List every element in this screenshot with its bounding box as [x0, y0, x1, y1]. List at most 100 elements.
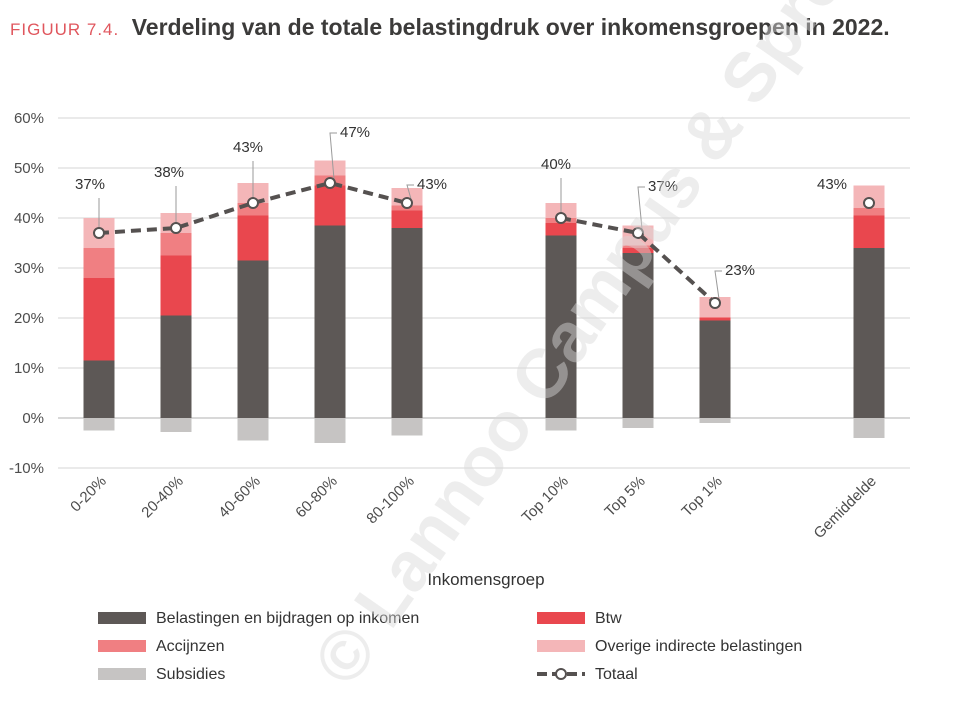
bar-group — [237, 183, 269, 441]
totaal-data-label: 43% — [417, 176, 447, 193]
y-tick-label: -10% — [9, 460, 44, 477]
totaal-data-label: 43% — [233, 139, 263, 156]
bar-segment-btw — [237, 215, 269, 261]
bar-segment-btw — [314, 185, 346, 226]
x-tick-label: Top 5% — [601, 473, 648, 520]
bar-segment-subsidies — [314, 418, 346, 443]
x-tick-label: 0-20% — [67, 473, 110, 516]
bar-segment-subsidies — [83, 418, 115, 431]
bar-segment-accijnzen — [699, 317, 731, 318]
bar-segment-inkomen — [237, 260, 269, 418]
bar-segment-btw — [622, 248, 654, 253]
totaal-marker — [170, 222, 182, 234]
bar-segment-inkomen — [160, 315, 192, 418]
legend-item-accijnzen: Accijnzen — [98, 638, 224, 655]
totaal-data-label: 23% — [725, 262, 755, 279]
legend-item-subsidies: Subsidies — [98, 666, 225, 683]
totaal-leader-line — [637, 186, 645, 230]
totaal-marker — [324, 177, 336, 189]
x-axis-title: Inkomensgroep — [427, 570, 544, 589]
bar-segment-accijnzen — [160, 233, 192, 256]
totaal-marker — [93, 227, 105, 239]
bar-segment-overige — [314, 160, 346, 176]
grid-layer — [58, 117, 910, 469]
totaal-leader-line — [714, 270, 722, 300]
bar-segment-inkomen — [391, 228, 423, 418]
totaal-line — [560, 216, 717, 305]
bar-segment-accijnzen — [853, 208, 885, 216]
figure-title-row: FIGUUR 7.4. Verdeling van de totale bela… — [10, 14, 890, 41]
totaal-marker — [632, 227, 644, 239]
bar-segment-btw — [853, 215, 885, 248]
bar-segment-accijnzen — [83, 248, 115, 278]
legend: Belastingen en bijdragen op inkomen Btw Ac… — [98, 610, 802, 683]
bar-group — [622, 225, 654, 428]
legend-marker-totaal — [555, 668, 567, 680]
bar-group — [391, 188, 423, 436]
legend-swatch-overige — [537, 640, 585, 652]
totaal-data-label: 37% — [648, 178, 678, 195]
bar-segment-btw — [545, 223, 577, 236]
y-axis: -10% 0% 10% 20% 30% 40% 50% 60% — [9, 110, 44, 477]
bar-segment-inkomen — [699, 320, 731, 418]
x-tick-label: Gemiddelde — [811, 473, 880, 542]
bar-segment-inkomen — [853, 248, 885, 418]
bar-segment-subsidies — [391, 418, 423, 436]
legend-label: Totaal — [595, 666, 638, 683]
totaal-marker — [709, 297, 721, 309]
legend-swatch-btw — [537, 612, 585, 624]
bar-segment-inkomen — [83, 360, 115, 418]
legend-swatch-inkomen — [98, 612, 146, 624]
legend-swatch-subsidies — [98, 668, 146, 680]
totaal-data-label: 37% — [75, 176, 105, 193]
totaal-data-label: 43% — [817, 176, 847, 193]
y-tick-label: 20% — [14, 310, 44, 327]
y-tick-label: 60% — [14, 110, 44, 127]
legend-item-overige: Overige indirecte belastingen — [537, 638, 802, 655]
legend-label: Btw — [595, 610, 622, 627]
bar-group — [83, 218, 115, 431]
totaal-line-layer: 37% 38% 43% 47% 43% 40% 37% 23% 43% — [75, 124, 875, 309]
bar-segment-overige — [853, 185, 885, 208]
x-tick-label: Top 10% — [519, 473, 572, 526]
bar-segment-subsidies — [622, 418, 654, 428]
bar-segment-subsidies — [160, 418, 192, 432]
x-tick-label: 60-80% — [292, 473, 341, 522]
totaal-data-label: 47% — [340, 124, 370, 141]
bar-segment-inkomen — [622, 253, 654, 418]
legend-item-totaal: Totaal — [537, 666, 638, 683]
legend-item-btw: Btw — [537, 610, 622, 627]
bar-group — [160, 213, 192, 432]
totaal-line — [98, 180, 408, 235]
x-tick-label: 20-40% — [138, 473, 187, 522]
legend-label: Belastingen en bijdragen op inkomen — [156, 610, 419, 627]
totaal-marker — [247, 197, 259, 209]
bar-group — [314, 160, 346, 443]
x-tick-label: Top 1% — [678, 473, 725, 520]
bar-segment-inkomen — [545, 235, 577, 418]
y-tick-label: 40% — [14, 210, 44, 227]
figure-label: FIGUUR 7.4. — [10, 20, 120, 39]
bar-segment-btw — [699, 318, 731, 321]
y-tick-label: 10% — [14, 360, 44, 377]
bar-group — [853, 185, 885, 438]
bars-layer — [83, 160, 885, 443]
bar-segment-subsidies — [237, 418, 269, 441]
y-tick-label: 30% — [14, 260, 44, 277]
legend-item-inkomen: Belastingen en bijdragen op inkomen — [98, 610, 419, 627]
bar-segment-subsidies — [699, 418, 731, 423]
bar-segment-btw — [391, 210, 423, 228]
totaal-marker — [401, 197, 413, 209]
totaal-data-label: 40% — [541, 156, 571, 173]
figure-title: Verdeling van de totale belastingdruk ov… — [131, 14, 890, 40]
totaal-leader-line — [329, 132, 337, 180]
bar-segment-btw — [160, 255, 192, 316]
bar-segment-subsidies — [545, 418, 577, 431]
x-tick-label: 40-60% — [215, 473, 264, 522]
bar-segment-subsidies — [853, 418, 885, 438]
bar-group — [545, 203, 577, 431]
bar-segment-accijnzen — [622, 245, 654, 248]
y-tick-label: 0% — [22, 410, 44, 427]
totaal-leader-line — [406, 184, 414, 200]
totaal-marker — [555, 212, 567, 224]
